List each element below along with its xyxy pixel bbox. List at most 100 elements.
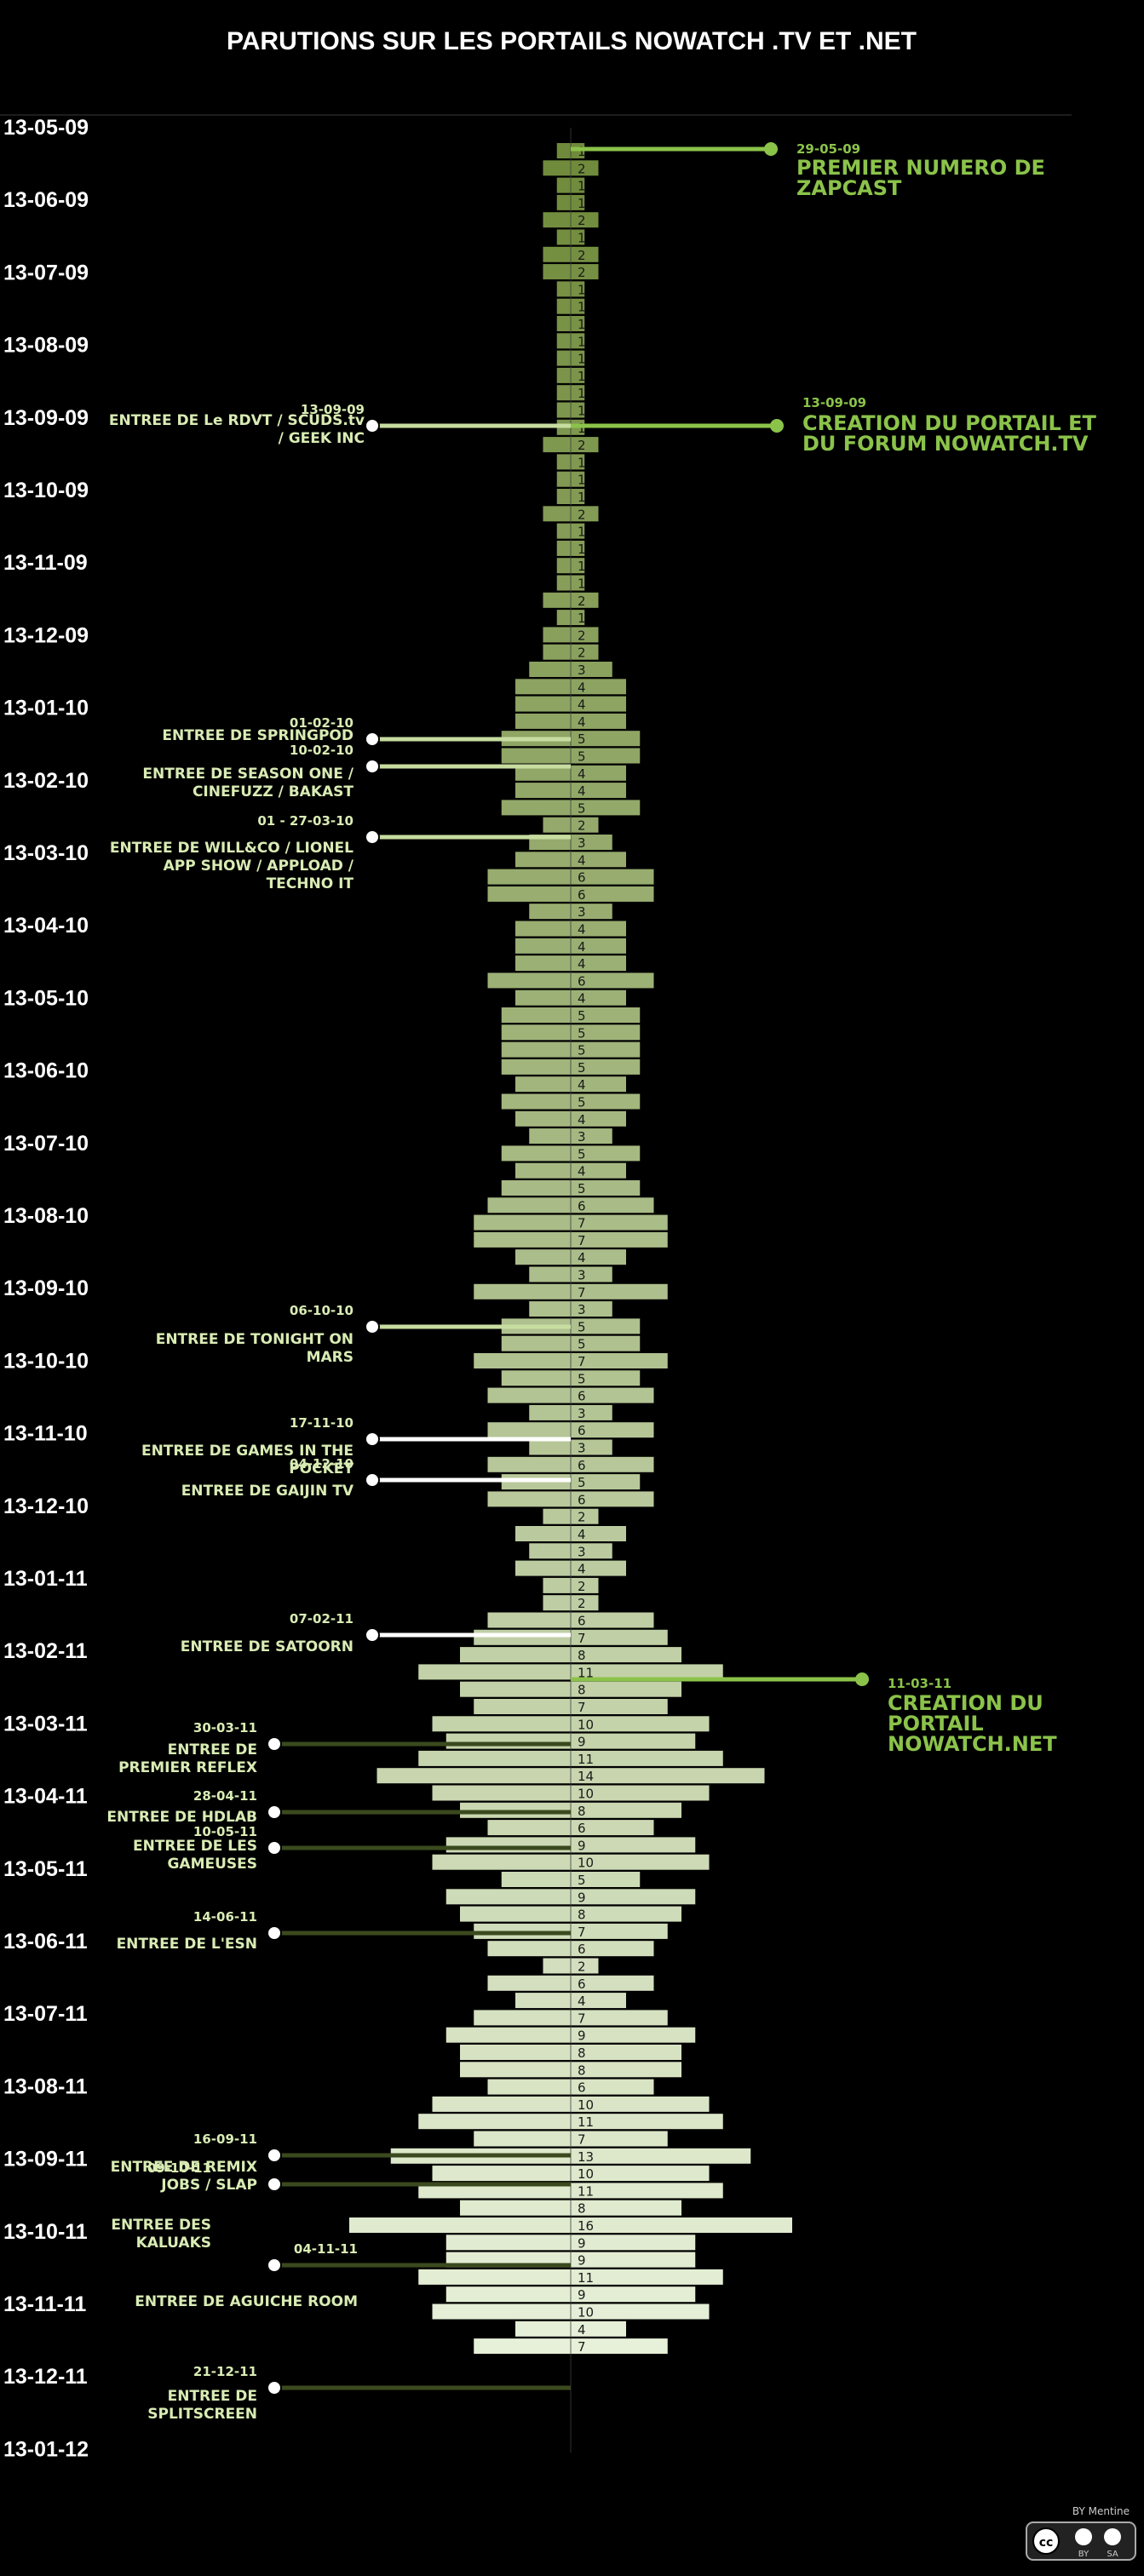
bar-value-label: 4: [578, 1077, 586, 1093]
bar-value-label: 6: [578, 1198, 586, 1213]
license-by-label: BY: [1078, 2550, 1089, 2559]
bar-value-label: 8: [578, 2063, 586, 2078]
annotation-text: ENTREE DE AGUICHE ROOM: [135, 2293, 358, 2310]
annotation-date: 17-11-10: [290, 1415, 354, 1431]
bar-value-label: 3: [578, 1544, 586, 1559]
annotation-marker: [855, 1672, 869, 1686]
annotation-date: 06-10-10: [290, 1303, 354, 1318]
bar-value-label: 8: [578, 2045, 586, 2061]
bar-value-label: 7: [578, 1631, 586, 1646]
bar-value-label: 7: [578, 1233, 586, 1248]
annotation-text: ENTREE DE Le RDVT / SCUDS.tv: [109, 412, 365, 429]
annotation-marker: [365, 829, 380, 845]
bar-value-label: 11: [578, 2183, 594, 2199]
annotation-text: ENTREE DE L'ESN: [117, 1936, 257, 1953]
bar-value-label: 7: [578, 2339, 586, 2355]
by-icon: [1075, 2528, 1092, 2545]
bar-value-label: 2: [578, 438, 586, 453]
bar-value-label: 1: [578, 231, 586, 246]
date-tick-label: 13-10-11: [3, 2220, 88, 2244]
date-tick-label: 13-02-11: [3, 1639, 88, 1663]
bar-value-label: 8: [578, 1908, 586, 1923]
date-tick-label: 13-06-11: [3, 1930, 88, 1954]
bar-value-label: 2: [578, 248, 586, 263]
annotation-text: KALUAKS: [136, 2235, 211, 2252]
date-tick-label: 13-05-09: [3, 116, 89, 140]
bar-value-label: 4: [578, 697, 586, 713]
bar-value-label: 2: [578, 213, 586, 228]
bar-value-label: 13: [578, 2149, 594, 2165]
annotation-marker: [365, 1627, 380, 1643]
sa-icon: [1104, 2528, 1121, 2545]
bar-value-label: 1: [578, 352, 586, 367]
bar-value-label: 5: [578, 1060, 586, 1076]
bar-value-label: 3: [578, 904, 586, 920]
bar-value-label: 3: [578, 1406, 586, 1421]
bar-value-label: 5: [578, 1337, 586, 1352]
bar-value-label: 9: [578, 2287, 586, 2303]
annotation-date: 29-05-09: [796, 141, 860, 157]
bar-value-label: 5: [578, 1025, 586, 1041]
annotation-text: JOBS / SLAP: [160, 2177, 257, 2194]
annotation-text: GAMEUSES: [167, 1856, 257, 1873]
date-tick-label: 13-04-11: [3, 1785, 88, 1809]
date-tick-label: 13-10-10: [3, 1349, 89, 1373]
bar-value-label: 7: [578, 2132, 586, 2148]
bar-value-label: 10: [578, 2166, 594, 2182]
date-tick-label: 13-07-10: [3, 1132, 89, 1156]
date-tick-label: 13-05-11: [3, 1857, 88, 1881]
bar-value-label: 14: [578, 1769, 594, 1784]
annotation-date: 13-09-09: [301, 402, 365, 417]
annotation-text: ENTREE DE HDLAB: [106, 1809, 257, 1826]
bar-value-label: 9: [578, 1838, 586, 1853]
date-tick-label: 13-07-09: [3, 261, 89, 284]
bar-value-label: 5: [578, 1475, 586, 1490]
bar-value-label: 6: [578, 973, 586, 989]
annotation-marker: [365, 418, 380, 433]
date-tick-label: 13-02-10: [3, 769, 89, 793]
date-tick-label: 13-09-10: [3, 1277, 89, 1300]
bar-value-label: 2: [578, 628, 586, 643]
bar-value-label: 5: [578, 731, 586, 747]
bar-value-label: 2: [578, 1510, 586, 1525]
date-tick-label: 13-08-09: [3, 334, 89, 358]
annotation-text: DU FORUM NOWATCH.TV: [802, 432, 1089, 456]
date-tick-label: 13-06-09: [3, 188, 89, 212]
bar-value-label: 1: [578, 334, 586, 349]
bar-value-label: 7: [578, 1925, 586, 1940]
annotation-marker: [770, 419, 784, 433]
bar-value-label: 5: [578, 1181, 586, 1196]
bar-value-label: 5: [578, 1008, 586, 1024]
annotation-text: ENTREE DE GAIJIN TV: [181, 1483, 354, 1500]
credit-text: BY Mentine: [1072, 2505, 1130, 2517]
bar-value-label: 2: [578, 161, 586, 176]
date-tick-label: 13-08-11: [3, 2074, 88, 2098]
bar-value-label: 6: [578, 1492, 586, 1507]
annotation-text: ENTREE DE TONIGHT ON: [156, 1331, 354, 1348]
annotation-date: 13-09-09: [802, 395, 866, 410]
annotation-text: ENTREE DE SEASON ONE /: [142, 766, 354, 783]
bar-value-label: 2: [578, 1579, 586, 1594]
bar-value-label: 9: [578, 2253, 586, 2269]
bar-value-label: 2: [578, 265, 586, 280]
bar-value-label: 1: [578, 300, 586, 315]
date-tick-label: 13-01-12: [3, 2437, 89, 2461]
bar-value-label: 8: [578, 1804, 586, 1819]
annotation-marker: [365, 1472, 380, 1488]
bar-value-label: 7: [578, 1700, 586, 1715]
date-tick-label: 13-03-10: [3, 841, 89, 865]
bar-value-label: 3: [578, 663, 586, 678]
date-tick-label: 13-03-11: [3, 1712, 88, 1736]
bar-value-label: 4: [578, 680, 586, 695]
annotation-marker: [267, 2380, 282, 2395]
cc-icon: [1032, 2527, 1060, 2555]
bar-value-label: 1: [578, 196, 586, 211]
annotation-marker: [267, 1736, 282, 1752]
bar-value-label: 3: [578, 1129, 586, 1145]
date-tick-label: 13-10-09: [3, 479, 89, 502]
bar-value-label: 6: [578, 1821, 586, 1836]
bar-value-label: 8: [578, 2201, 586, 2217]
date-tick-label: 13-01-10: [3, 697, 89, 720]
